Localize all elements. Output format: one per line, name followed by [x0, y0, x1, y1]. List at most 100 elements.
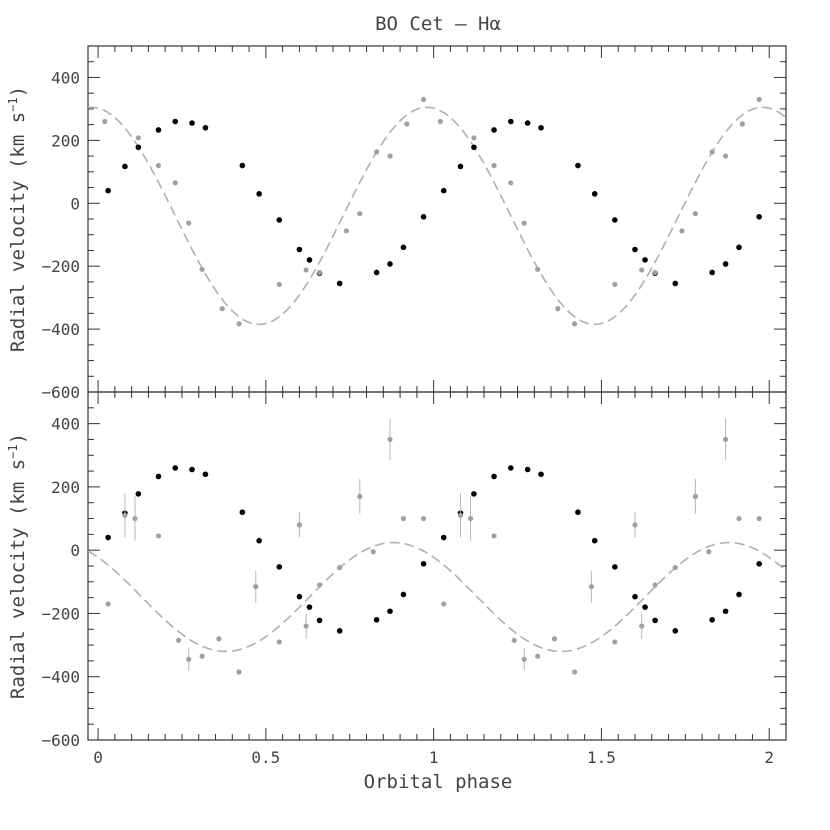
data-point-black	[632, 593, 638, 600]
data-point-grey	[236, 669, 242, 675]
data-point-black	[632, 246, 638, 253]
data-point-black	[491, 473, 497, 480]
data-point-grey	[172, 180, 178, 186]
y-tick-label: 0	[70, 541, 80, 560]
data-point-black	[189, 466, 195, 473]
data-point-black	[105, 534, 111, 541]
data-point-grey	[303, 267, 309, 273]
data-point-black	[440, 187, 447, 194]
data-point-black	[189, 120, 195, 126]
y-axis-label: Radial velocity (km s−1)	[6, 86, 29, 352]
data-point-grey	[679, 228, 685, 234]
data-point-black	[239, 509, 246, 516]
data-point-black	[373, 616, 380, 623]
data-point-black	[736, 591, 742, 598]
data-point-black	[612, 217, 618, 223]
data-point-grey	[373, 149, 380, 155]
data-point-black	[709, 616, 715, 623]
data-point-grey	[253, 583, 259, 590]
data-point-black	[420, 560, 427, 567]
data-point-black	[202, 471, 209, 478]
data-point-black	[155, 127, 162, 133]
data-point-black	[420, 213, 427, 220]
data-point-black	[276, 564, 283, 570]
data-point-black	[591, 537, 598, 544]
data-point-grey	[521, 220, 527, 226]
data-point-grey	[296, 522, 303, 528]
data-point-black	[722, 608, 729, 615]
data-point-black	[538, 124, 544, 131]
data-point-black	[524, 466, 531, 473]
y-tick-label: −600	[41, 383, 80, 402]
data-point-grey	[672, 564, 678, 571]
data-point-grey	[706, 549, 712, 555]
data-point-grey	[736, 515, 742, 522]
y-tick-label: 400	[51, 68, 80, 87]
y-tick-label: −600	[41, 731, 80, 750]
data-point-grey	[722, 436, 729, 443]
data-point-grey	[441, 601, 447, 607]
data-point-grey	[639, 267, 645, 273]
data-point-grey	[236, 321, 242, 327]
panel-frame	[87, 391, 787, 741]
data-point-grey	[132, 515, 138, 522]
data-point-black	[400, 591, 407, 598]
data-point-grey	[692, 493, 698, 499]
data-point-grey	[404, 121, 410, 127]
model-curve	[88, 541, 786, 653]
data-point-grey	[155, 533, 162, 539]
y-axis-label: Radial velocity (km s−1)	[6, 433, 29, 699]
data-point-grey	[571, 669, 578, 675]
data-point-black	[642, 257, 648, 263]
data-point-grey	[652, 269, 658, 276]
data-point-grey	[535, 653, 541, 659]
data-point-black	[471, 491, 477, 497]
x-axis-label: Orbital phase	[364, 771, 513, 793]
chart-title: BO Cet – Hα	[375, 13, 501, 35]
data-point-black	[172, 465, 179, 471]
data-point-black	[709, 269, 715, 276]
data-point-black	[491, 127, 497, 133]
y-tick-label: 0	[70, 194, 80, 213]
data-point-black	[155, 473, 162, 480]
data-point-grey	[420, 515, 427, 522]
panel-2: −600 −400 −200 0 200 400 Radial velocity (km s…	[6, 391, 787, 750]
y-tick-label: 200	[51, 131, 80, 150]
model-curve	[88, 106, 786, 326]
data-point-black	[296, 246, 303, 253]
data-point-grey	[199, 266, 205, 272]
y-tick-label: 200	[51, 478, 80, 497]
data-point-grey	[400, 515, 407, 522]
data-point-grey	[437, 118, 443, 125]
x-tick-label: 0.5	[251, 748, 280, 767]
data-point-black	[652, 617, 658, 624]
data-point-grey	[491, 533, 497, 539]
data-point-grey	[186, 656, 192, 662]
y-tick-label: −200	[41, 604, 80, 623]
data-point-grey	[303, 623, 309, 629]
x-tick-label: 1	[429, 748, 439, 767]
data-point-black	[276, 217, 283, 223]
data-point-grey	[370, 549, 376, 555]
data-point-black	[457, 163, 464, 170]
data-point-grey	[387, 153, 393, 159]
data-point-black	[575, 162, 581, 169]
data-point-grey	[756, 96, 762, 103]
panel-frame	[87, 45, 787, 393]
data-point-black	[756, 213, 762, 220]
data-point-black	[172, 118, 179, 125]
data-point-grey	[343, 228, 349, 234]
data-point-black	[591, 191, 598, 197]
data-point-grey	[508, 180, 514, 186]
data-point-grey	[387, 436, 393, 443]
data-point-black	[239, 162, 246, 169]
data-point-black	[672, 628, 679, 634]
data-point-black	[105, 187, 111, 194]
data-point-black	[440, 534, 447, 541]
data-point-black	[306, 257, 313, 263]
data-point-grey	[467, 515, 474, 522]
data-point-black	[642, 604, 648, 610]
data-point-grey	[176, 637, 182, 643]
data-point-black	[296, 593, 303, 600]
data-point-black	[471, 144, 477, 151]
